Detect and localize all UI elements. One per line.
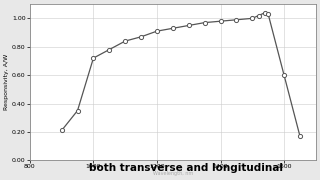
Text: both transverse and longitudinal: both transverse and longitudinal: [89, 163, 283, 173]
X-axis label: Wavelength, nm: Wavelength, nm: [153, 171, 193, 176]
Y-axis label: Responsivity, A/W: Responsivity, A/W: [4, 54, 9, 110]
